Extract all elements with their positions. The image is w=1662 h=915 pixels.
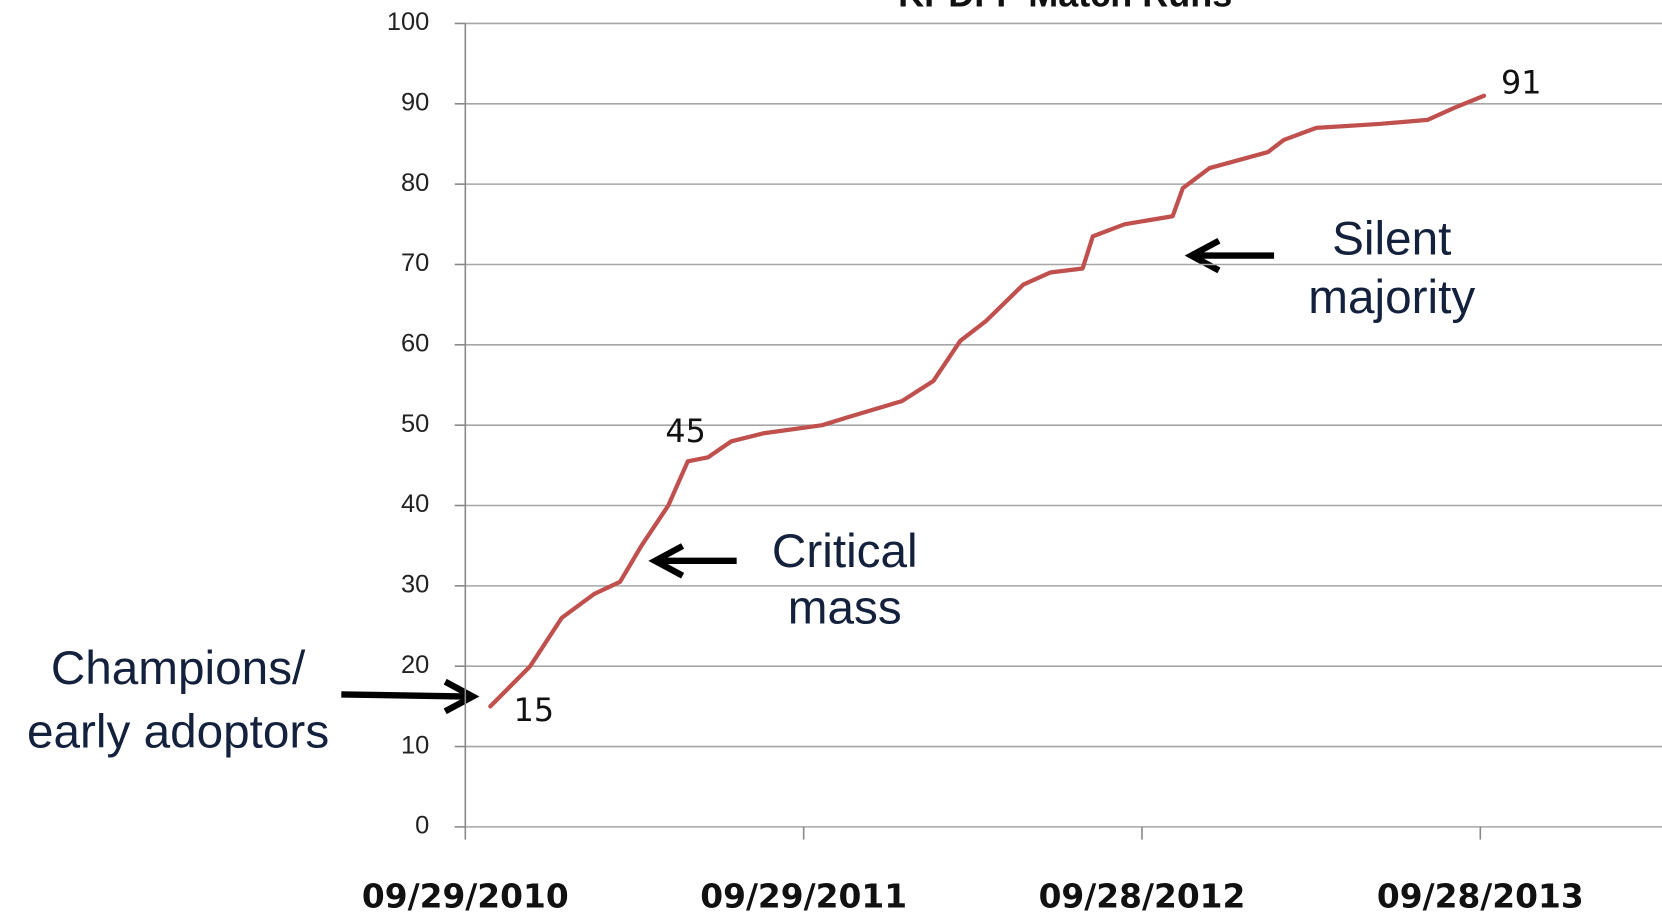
- arrow-head: [443, 678, 480, 715]
- arrow-head: [648, 543, 685, 579]
- x-tick-label: 09/29/2010: [362, 877, 569, 915]
- y-tick-label: 100: [387, 8, 429, 36]
- y-tick-label: 50: [401, 410, 429, 438]
- y-tick-label: 40: [401, 490, 429, 518]
- annotation-text: early adoptors: [27, 705, 329, 758]
- y-tick-label: 30: [401, 571, 429, 599]
- annotation-text: Silent: [1332, 213, 1451, 266]
- y-tick-label: 0: [415, 812, 429, 840]
- x-tick-label: 09/28/2012: [1039, 877, 1246, 915]
- y-tick-label: 90: [401, 89, 429, 117]
- annotation-text: majority: [1308, 271, 1475, 324]
- annotation: Champions/ early adoptors Critical mass …: [27, 213, 1475, 759]
- line: [488, 93, 1487, 709]
- annotation-text: Champions/: [51, 642, 306, 695]
- data-label: 15: [514, 692, 554, 729]
- annotation-text: Critical: [772, 525, 918, 578]
- arrow: [341, 691, 469, 700]
- y-tick-label: 10: [401, 731, 429, 759]
- y-tick-label: 20: [401, 651, 429, 679]
- annotation-text: mass: [788, 581, 902, 634]
- y-tick-label: 80: [401, 169, 429, 197]
- y-tick-label: 70: [401, 249, 429, 277]
- y-tick-label: 60: [401, 330, 429, 358]
- data-label: 45: [665, 413, 705, 450]
- data-label: 91: [1501, 65, 1541, 102]
- arrow-head: [1184, 237, 1221, 274]
- x-tick-label: 09/29/2011: [700, 877, 907, 915]
- x-tick-label: 09/28/2013: [1377, 877, 1584, 915]
- chart-title: KPDFF Match Runs: [898, 0, 1232, 14]
